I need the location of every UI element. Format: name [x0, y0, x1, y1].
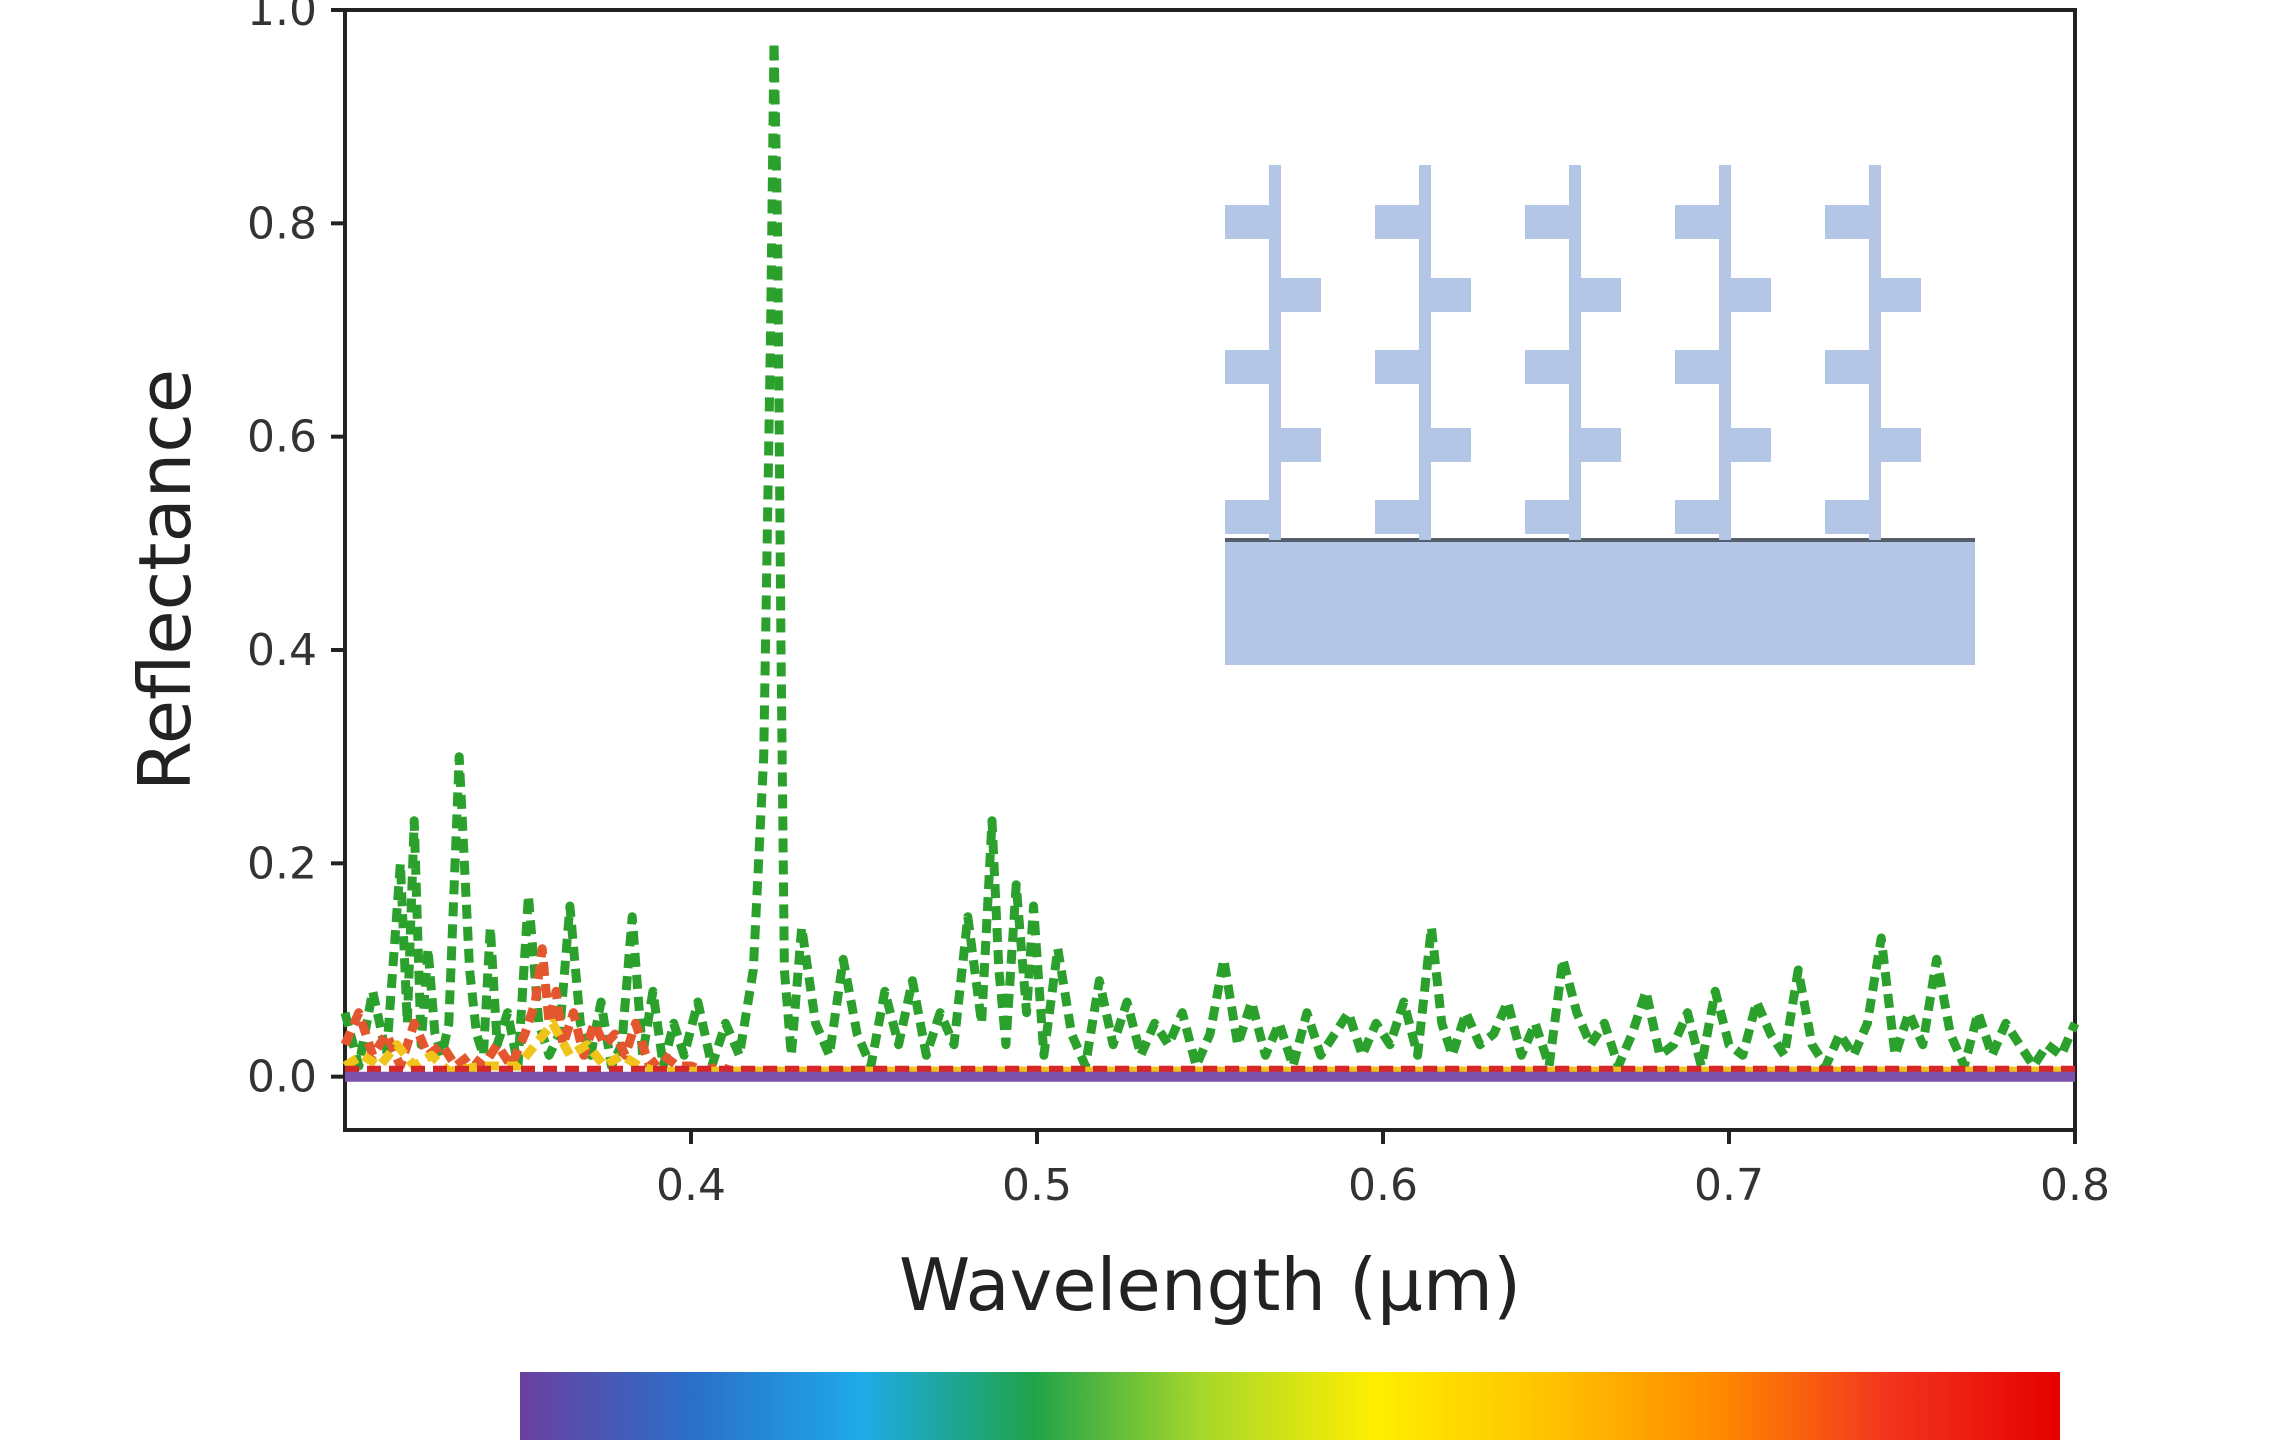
y-tick-label: 0.4	[247, 625, 317, 676]
series-line-2	[342, 1018, 2075, 1076]
x-tick-label: 0.5	[1002, 1160, 1072, 1211]
nanostructure-inset	[1225, 165, 1975, 665]
plot-frame	[343, 8, 2077, 1132]
series-line-0	[340, 37, 2080, 1071]
x-tick-label: 0.7	[1694, 1160, 1764, 1211]
x-tick-label: 0.4	[656, 1160, 726, 1211]
y-tick-label: 0.8	[247, 198, 317, 249]
inset-substrate	[1225, 540, 1975, 665]
y-tick-label: 1.0	[247, 0, 317, 36]
y-tick-label: 0.6	[247, 412, 317, 463]
series-layer	[340, 37, 2080, 1082]
y-tick-label: 0.0	[247, 1052, 317, 1103]
tick-layer: 0.4 0.5 0.6 0.7 0.8 0.0 0.2 0.4 0.6 0.8 1.0	[247, 0, 2110, 1211]
inset-pillar	[1525, 165, 1621, 540]
inset-pillar	[1375, 165, 1471, 540]
x-axis-title: Wavelength (μm)	[899, 1243, 1521, 1327]
x-tick-label: 0.8	[2040, 1160, 2110, 1211]
inset-pillar	[1675, 165, 1771, 540]
y-tick-label: 0.2	[247, 838, 317, 889]
x-tick-label: 0.6	[1348, 1160, 1418, 1211]
inset-pillar	[1225, 165, 1321, 540]
inset-pillar	[1825, 165, 1921, 540]
spectrum-colorbar	[520, 1372, 2060, 1440]
y-axis-title: Reflectance	[123, 369, 207, 791]
